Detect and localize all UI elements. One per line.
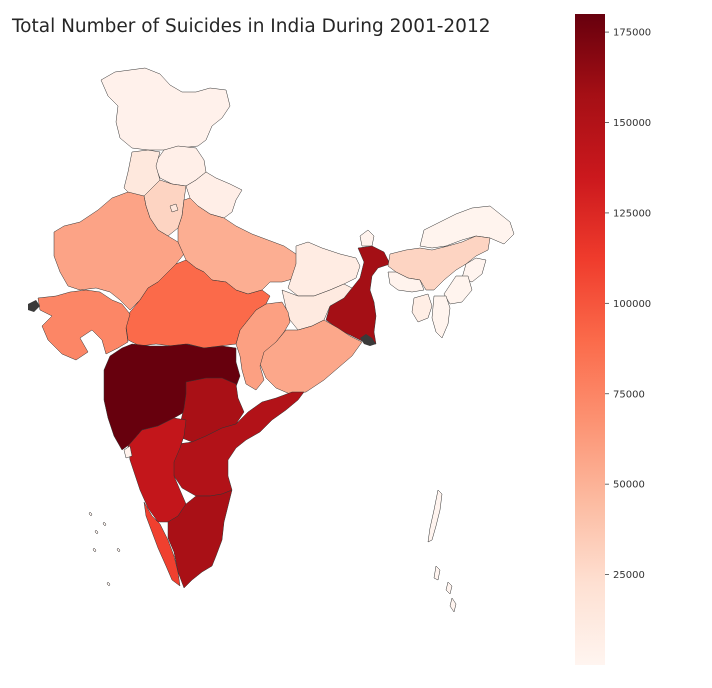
region-sikkim (359, 229, 375, 247)
region-tripura (411, 293, 433, 323)
sundarbans-detail (360, 334, 376, 346)
region-odisha (259, 319, 363, 395)
region-jammu-kashmir (100, 67, 231, 151)
colorbar-tick-label: 25000 (613, 570, 645, 581)
region-mizoram (431, 295, 451, 339)
region-manipur (443, 275, 473, 305)
colorbar-tick-label: 175000 (613, 28, 651, 39)
region-arunachal-pradesh (419, 205, 515, 249)
coastline-details (28, 300, 376, 346)
colorbar-tick-label: 75000 (613, 389, 645, 400)
region-karnataka (127, 417, 187, 523)
region-tamil-nadu (167, 489, 233, 589)
colorbar-tick-label: 100000 (613, 299, 651, 310)
region-goa (123, 445, 133, 459)
colorbar: 25000 50000 75000 100000 125000 150000 175000 (575, 14, 651, 665)
region-jharkhand (281, 283, 353, 331)
colorbar-tick-label: 50000 (613, 480, 645, 491)
region-delhi (169, 203, 179, 213)
map-title: Total Number of Suicides in India During… (12, 16, 491, 37)
colorbar-tick-label: 125000 (613, 208, 651, 219)
region-gujarat (37, 289, 131, 361)
region-andaman-nicobar (427, 489, 457, 613)
colorbar-gradient (575, 14, 605, 665)
colorbar-ticks: 25000 50000 75000 100000 125000 150000 175000 (605, 28, 651, 581)
region-lakshadweep (88, 511, 121, 587)
kutch-detail (28, 300, 40, 312)
region-madhya-pradesh (125, 259, 271, 349)
region-meghalaya (387, 271, 425, 293)
region-kerala (143, 501, 181, 587)
colorbar-tick-label: 150000 (613, 118, 651, 129)
